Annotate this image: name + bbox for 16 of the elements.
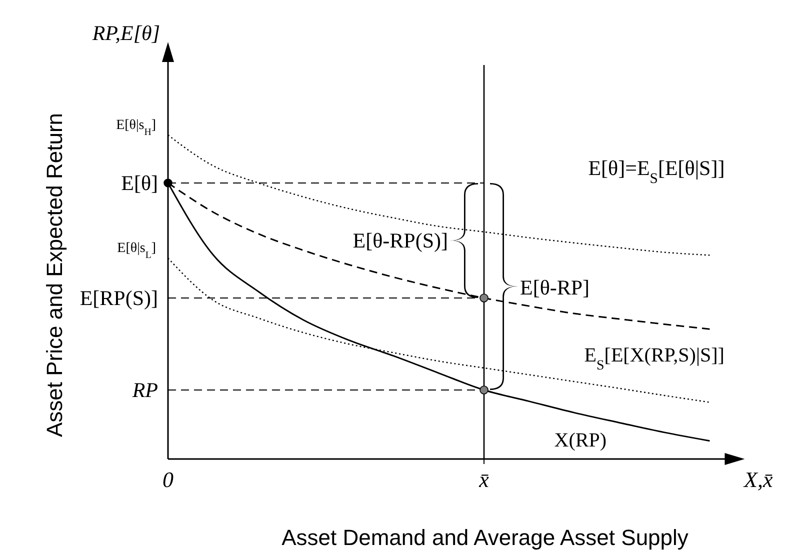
y-axis-title: Asset Price and Expected Return (42, 112, 67, 438)
series-label: X(RP) (554, 430, 607, 452)
x-axis-title: Asset Demand and Average Asset Supply (282, 525, 688, 550)
text: X,x̄ (743, 467, 773, 492)
annotation: E[θ]=E$_{S}$[E[θ|S]] (588, 156, 725, 187)
annotation: E[θ-RP(S)] (352, 228, 448, 252)
ref-line-label: E[θ] (121, 170, 158, 195)
ref-line-label: E[RP(S)] (80, 286, 158, 310)
annotation: E[θ|s$_{H}$] (116, 118, 156, 138)
annotation: E[θ-RP] (520, 275, 590, 300)
x-tick-label: 0 (162, 467, 174, 492)
annotation: E[θ|s$_{L}$] (117, 241, 156, 261)
series-label: E$_{S}$[E[X(RP,S)|S]] (584, 344, 724, 374)
x-tick-label: x̄ (478, 467, 490, 492)
ref-line-label: RP (131, 378, 158, 402)
text: RP,E[θ] (91, 21, 160, 45)
